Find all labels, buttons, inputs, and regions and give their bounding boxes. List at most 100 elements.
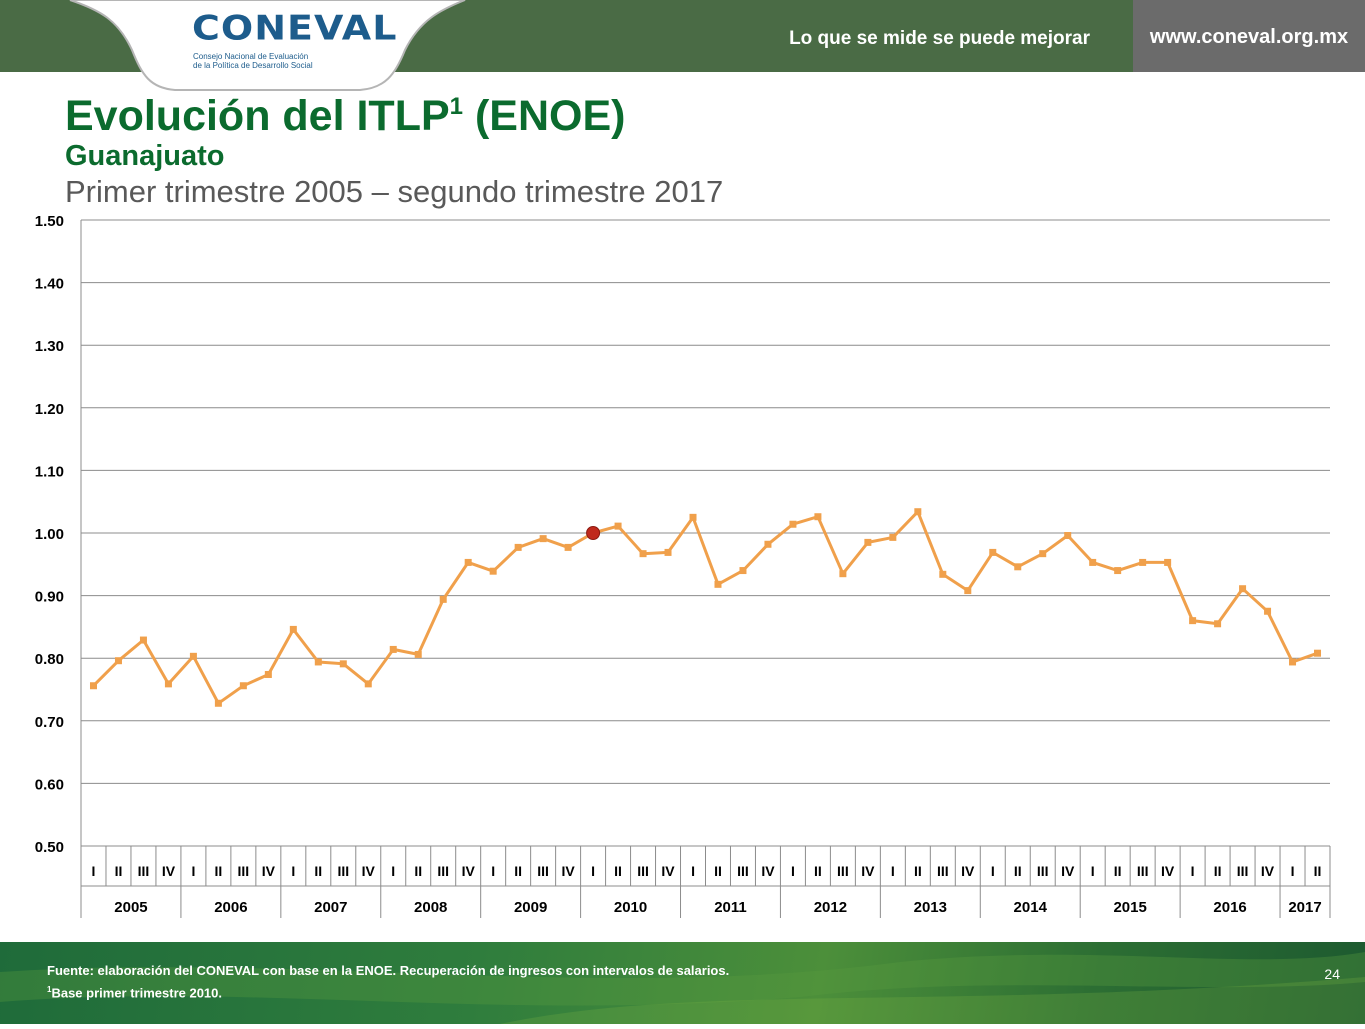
data-point (314, 658, 322, 666)
x-quarter-label: I (491, 863, 495, 879)
data-point (639, 550, 647, 558)
x-quarter-label: I (991, 863, 995, 879)
x-quarter-label: II (214, 863, 222, 879)
data-point (789, 520, 797, 528)
x-quarter-label: I (591, 863, 595, 879)
x-year-label: 2007 (314, 899, 347, 916)
x-quarter-label: III (537, 863, 549, 879)
data-point (814, 513, 822, 521)
title-text: Evolución del ITLP (65, 92, 450, 140)
footer-swoosh (0, 952, 1365, 1024)
data-point (464, 558, 472, 566)
x-quarter-label: I (1191, 863, 1195, 879)
x-quarter-label: IV (961, 863, 975, 879)
data-point (1089, 558, 1097, 566)
data-point (1114, 567, 1122, 575)
x-year-label: 2008 (414, 899, 447, 916)
data-point (164, 680, 172, 688)
data-point (614, 522, 622, 530)
base-note-superscript: 1 (47, 985, 52, 994)
x-quarter-label: II (1214, 863, 1222, 879)
x-quarter-label: IV (462, 863, 476, 879)
period-label: Primer trimestre 2005 – segundo trimestr… (65, 174, 724, 209)
y-tick-label: 1.40 (35, 276, 64, 293)
data-point (189, 652, 197, 660)
logo-subtitle-line2: de la Política de Desarrollo Social (193, 61, 313, 70)
y-tick-label: 1.10 (35, 463, 64, 480)
data-point (714, 580, 722, 588)
x-quarter-label: III (737, 863, 749, 879)
y-tick-label: 0.90 (35, 589, 64, 606)
data-point (364, 680, 372, 688)
x-year-label: 2012 (814, 899, 847, 916)
x-quarter-label: II (1314, 863, 1322, 879)
y-tick-label: 1.00 (35, 526, 64, 543)
x-year-label: 2011 (714, 899, 747, 916)
data-point (1039, 550, 1047, 558)
x-quarter-label: II (614, 863, 622, 879)
x-quarter-label: IV (561, 863, 575, 879)
x-quarter-label: II (115, 863, 123, 879)
x-year-label: 2014 (1014, 899, 1048, 916)
y-tick-label: 0.60 (35, 776, 64, 793)
data-point (664, 548, 672, 556)
coneval-logo: CONEVAL (192, 8, 398, 48)
data-point (1014, 563, 1022, 571)
y-tick-label: 0.50 (35, 839, 64, 856)
data-point (264, 670, 272, 678)
x-quarter-label: II (1014, 863, 1022, 879)
data-point (139, 636, 147, 644)
data-point (1189, 617, 1197, 625)
x-quarter-label: IV (1061, 863, 1075, 879)
series-line (92, 510, 1318, 705)
x-quarter-label: III (337, 863, 349, 879)
data-point (914, 508, 922, 516)
x-quarter-label: IV (362, 863, 376, 879)
x-quarter-label: II (1114, 863, 1122, 879)
x-quarter-label: II (514, 863, 522, 879)
x-quarter-label: II (314, 863, 322, 879)
page-number: 24 (1324, 966, 1340, 982)
logo-subtitle: Consejo Nacional de Evaluación de la Pol… (193, 52, 313, 70)
data-point (1239, 585, 1247, 593)
website-url: www.coneval.org.mx (1149, 26, 1349, 48)
logo-tab (69, 0, 466, 91)
x-quarter-label: IV (861, 863, 875, 879)
data-point (564, 543, 572, 551)
page-subtitle: Guanajuato (65, 140, 225, 172)
x-quarter-label: IV (1261, 863, 1275, 879)
data-point (414, 650, 422, 658)
data-point (1064, 532, 1072, 540)
x-quarter-label: IV (1161, 863, 1175, 879)
x-quarter-label: I (891, 863, 895, 879)
data-point (439, 595, 447, 603)
y-tick-label: 1.20 (35, 401, 64, 418)
data-point (339, 660, 347, 668)
data-point (89, 682, 97, 690)
data-point (489, 567, 497, 575)
x-quarter-label: II (714, 863, 722, 879)
x-year-label: 2009 (514, 899, 547, 916)
x-quarter-label: I (791, 863, 795, 879)
x-quarter-label: I (92, 863, 96, 879)
data-point (689, 513, 697, 521)
x-quarter-label: I (291, 863, 295, 879)
y-tick-label: 0.80 (35, 651, 64, 668)
x-year-label: 2017 (1288, 899, 1321, 916)
x-quarter-label: III (937, 863, 949, 879)
x-quarter-label: III (837, 863, 849, 879)
data-point (389, 645, 397, 653)
data-point (514, 543, 522, 551)
x-quarter-label: III (1137, 863, 1149, 879)
y-tick-label: 1.30 (35, 338, 64, 355)
x-quarter-label: I (1291, 863, 1295, 879)
data-point (764, 540, 772, 548)
data-point (1164, 558, 1172, 566)
data-point (1214, 620, 1222, 628)
data-point (214, 699, 222, 707)
base-note-text: Base primer trimestre 2010. (51, 985, 222, 1001)
x-quarter-label: I (1091, 863, 1095, 879)
data-point (989, 548, 997, 556)
x-quarter-label: I (191, 863, 195, 879)
data-point (539, 535, 547, 543)
